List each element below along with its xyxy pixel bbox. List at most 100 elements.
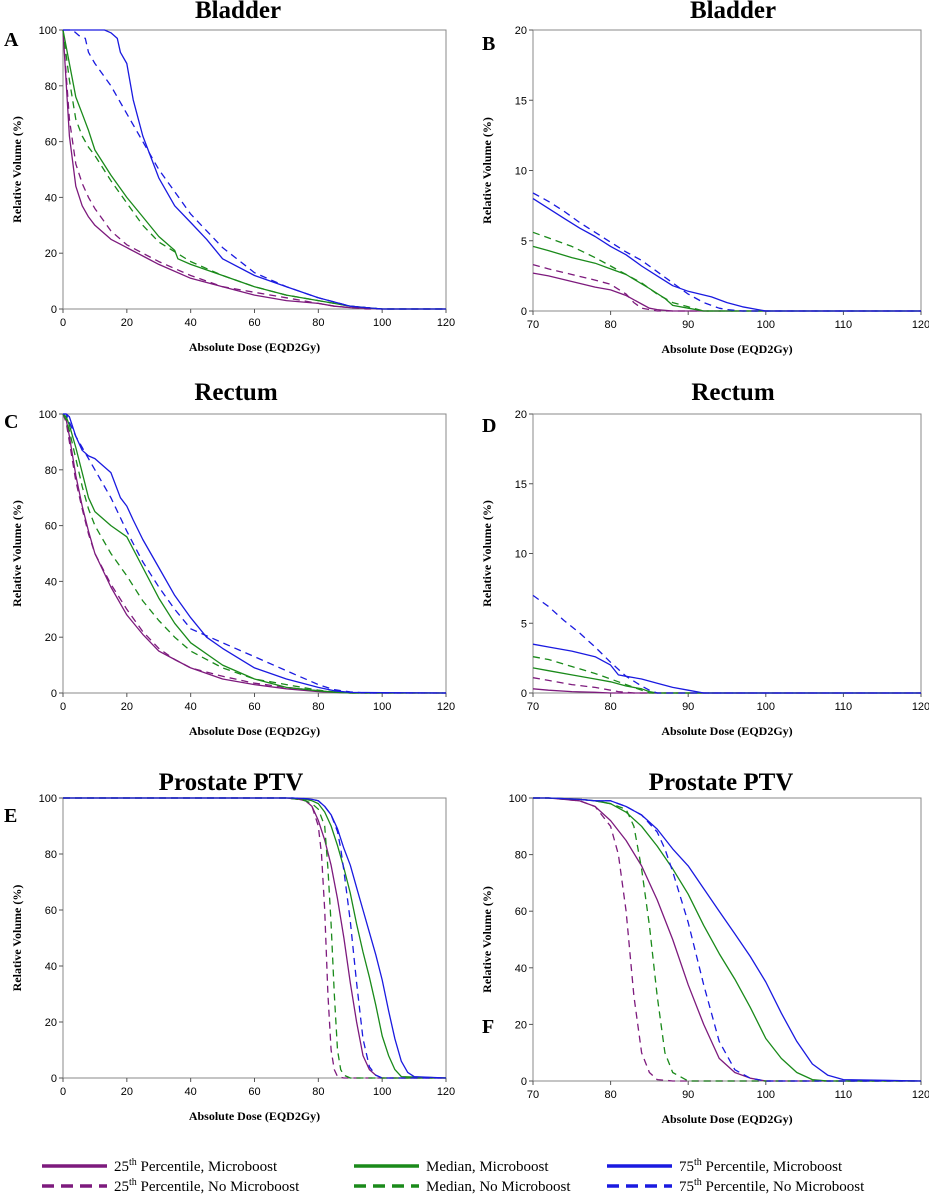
x-tick-label: 60 [248, 1086, 260, 1098]
y-tick-label: 20 [515, 25, 527, 37]
legend-label: Median, No Microboost [426, 1179, 571, 1195]
x-tick-label: 100 [373, 317, 391, 329]
panel-c: Rectum C 0 20 40 60 80 100 120 0 20 40 60 80 100 Absolu… [4, 379, 455, 738]
y-tick-label: 5 [521, 236, 527, 248]
legend-label: 25th Percentile, Microboost [114, 1157, 278, 1175]
panel-letter: B [482, 33, 495, 55]
series-line-p75_nomb [532, 594, 921, 694]
y-tick-label: 0 [51, 1073, 57, 1085]
y-tick-label: 20 [45, 1017, 57, 1029]
x-axis-label: Absolute Dose (EQD2Gy) [189, 724, 320, 738]
series-line-p75_nomb [533, 797, 921, 1082]
y-tick-label: 15 [515, 479, 527, 491]
series-line-med_nomb [532, 231, 921, 312]
y-tick-label: 10 [515, 549, 527, 561]
x-tick-label: 100 [757, 319, 775, 331]
x-tick-label: 110 [835, 319, 853, 331]
x-axis-label: Absolute Dose (EQD2Gy) [189, 340, 320, 354]
y-tick-label: 60 [515, 906, 527, 918]
x-tick-label: 80 [604, 1089, 616, 1101]
y-tick-label: 40 [45, 961, 57, 973]
plot-frame [532, 29, 922, 312]
panel-title: Prostate PTV [649, 769, 794, 796]
series-line-p75_mb [63, 797, 447, 1079]
legend-item-p75_nomb: 75th Percentile, No Microboost [607, 1177, 865, 1195]
series-line-p25_nomb [532, 263, 921, 312]
x-tick-label: 70 [527, 1089, 539, 1101]
x-tick-label: 80 [604, 319, 616, 331]
x-tick-label: 100 [757, 1089, 775, 1101]
x-tick-label: 100 [373, 701, 391, 713]
series-line-p25_nomb [62, 413, 446, 694]
y-axis-label: Relative Volume (%) [480, 500, 494, 607]
series-line-med_mb [533, 797, 921, 1082]
x-tick-label: 80 [312, 1086, 324, 1098]
series-line-p25_mb [62, 413, 446, 694]
y-tick-label: 100 [39, 793, 57, 805]
x-tick-label: 110 [835, 1089, 853, 1101]
x-tick-label: 60 [248, 317, 260, 329]
series-line-p75_mb [63, 29, 446, 310]
plot-frame [62, 29, 447, 310]
legend-item-med_mb: Median, Microboost [354, 1159, 549, 1175]
y-axis-label: Relative Volume (%) [10, 500, 24, 607]
y-tick-label: 40 [45, 192, 57, 204]
series-line-p25_nomb [533, 797, 921, 1082]
legend-label: 25th Percentile, No Microboost [114, 1177, 300, 1195]
series-line-med_nomb [62, 413, 446, 694]
series-line-p75_nomb [63, 413, 446, 694]
x-axis-label: Absolute Dose (EQD2Gy) [189, 1109, 320, 1123]
x-tick-label: 80 [604, 701, 616, 713]
x-tick-label: 100 [757, 701, 775, 713]
panel-title: Rectum [194, 379, 277, 406]
series-line-p25_mb [532, 272, 921, 312]
series-line-p75_mb [532, 198, 921, 312]
y-axis-label: Relative Volume (%) [480, 117, 494, 224]
legend-item-med_nomb: Median, No Microboost [354, 1179, 571, 1195]
y-tick-label: 60 [45, 137, 57, 149]
legend-item-p75_mb: 75th Percentile, Microboost [607, 1157, 843, 1175]
series-line-p75_nomb [532, 192, 921, 312]
panel-title: Rectum [691, 379, 774, 406]
series-line-p25_mb [533, 797, 921, 1082]
x-tick-label: 40 [185, 317, 197, 329]
y-axis-label: Relative Volume (%) [10, 885, 24, 992]
x-tick-label: 90 [682, 319, 694, 331]
x-tick-label: 90 [682, 701, 694, 713]
y-tick-label: 80 [45, 849, 57, 861]
y-tick-label: 20 [515, 1019, 527, 1031]
series-line-med_mb [62, 29, 446, 310]
series-line-p25_mb [62, 29, 446, 310]
series-line-p25_mb [63, 797, 446, 1079]
x-tick-label: 70 [527, 701, 539, 713]
y-tick-label: 60 [45, 905, 57, 917]
series-line-p75_nomb [63, 797, 446, 1079]
y-tick-label: 100 [39, 409, 57, 421]
panel-letter: C [4, 411, 18, 433]
panel-letter: A [4, 29, 19, 51]
panel-f: Prostate PTV F 70 80 90 100 110 120 0 20 40 60 80 100… [480, 769, 929, 1126]
y-tick-label: 80 [515, 850, 527, 862]
panel-d: Rectum D 70 80 90 100 110 120 0 5 10 15 20 Absolute D… [480, 379, 929, 738]
y-axis-label: Relative Volume (%) [480, 886, 494, 993]
series-line-med_nomb [533, 797, 921, 1082]
legend-label: 75th Percentile, Microboost [679, 1157, 843, 1175]
x-tick-label: 120 [437, 1086, 455, 1098]
y-tick-label: 100 [39, 25, 57, 37]
x-tick-label: 80 [312, 701, 324, 713]
series-line-med_nomb [532, 656, 921, 694]
x-tick-label: 120 [912, 1089, 929, 1101]
y-tick-label: 40 [515, 963, 527, 975]
panel-letter: E [4, 805, 17, 827]
series-line-med_mb [63, 797, 447, 1079]
x-tick-label: 80 [312, 317, 324, 329]
series-line-p25_nomb [63, 797, 446, 1079]
y-tick-label: 80 [45, 81, 57, 93]
y-tick-label: 15 [515, 95, 527, 107]
x-tick-label: 40 [185, 701, 197, 713]
y-tick-label: 0 [51, 688, 57, 700]
series-line-med_nomb [62, 29, 446, 310]
panel-title: Bladder [195, 0, 281, 24]
x-tick-label: 0 [60, 317, 66, 329]
